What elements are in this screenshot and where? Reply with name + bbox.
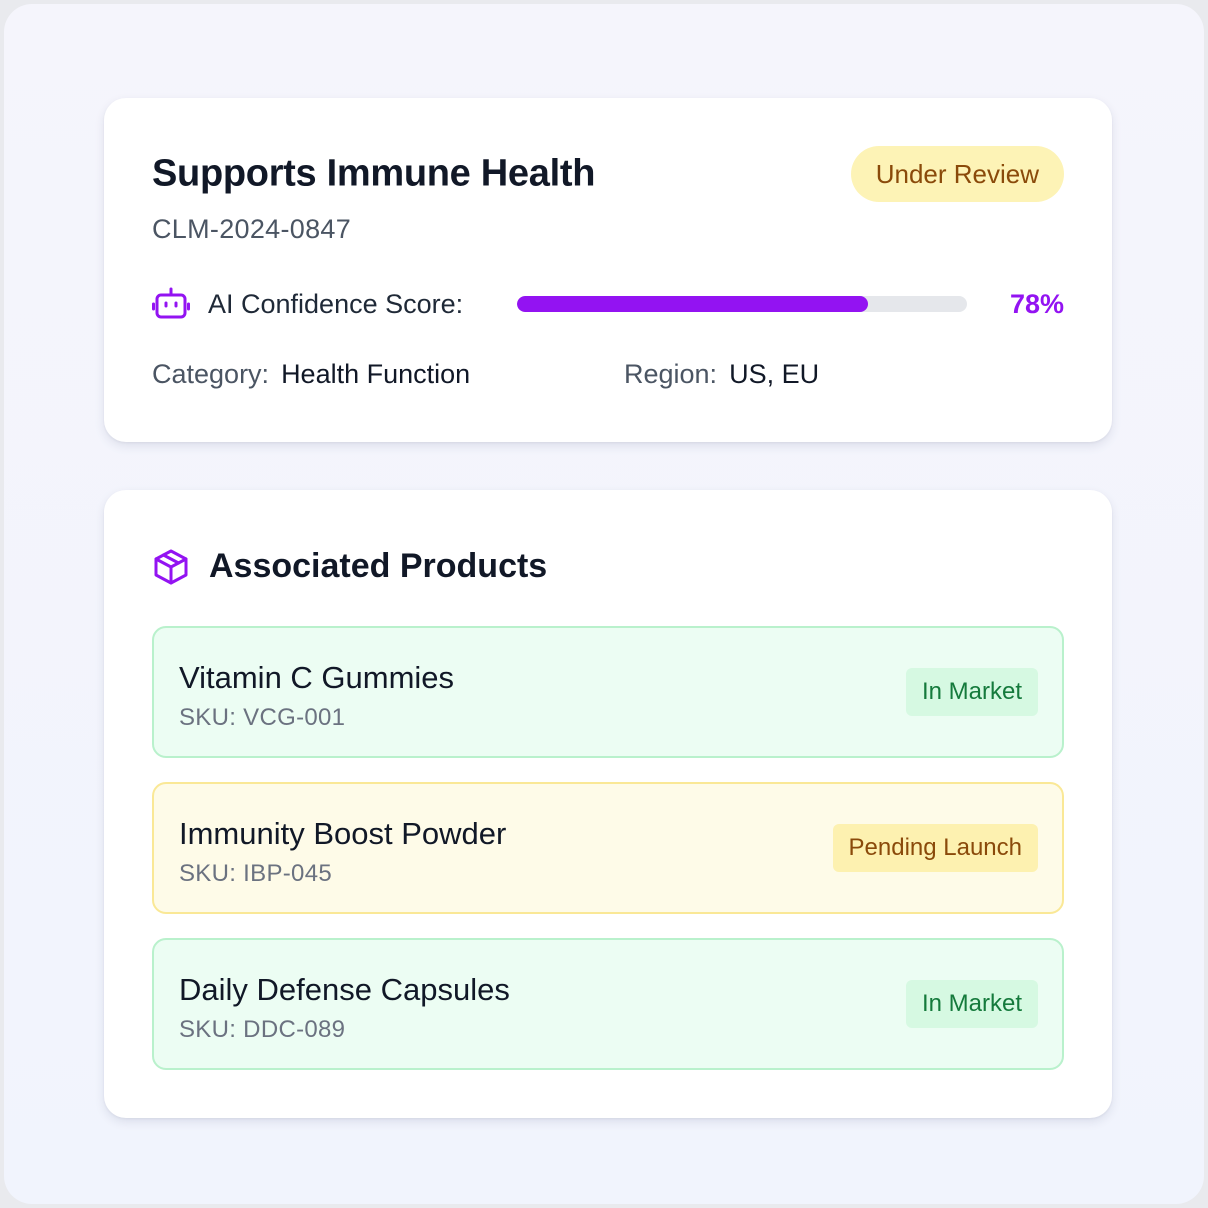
- product-sku: SKU: IBP-045: [179, 860, 333, 887]
- product-name: Vitamin C Gummies: [179, 660, 455, 695]
- region-field: Region: US, EU: [624, 354, 819, 394]
- robot-icon: [152, 287, 190, 319]
- product-card[interactable]: Daily Defense Capsules SKU: DDC-089 In M…: [152, 938, 1064, 1070]
- status-badge: Under Review: [850, 146, 1064, 202]
- product-sku: SKU: VCG-001: [179, 704, 346, 731]
- product-status-badge: In Market: [905, 980, 1038, 1028]
- confidence-label: AI Confidence Score:: [208, 289, 464, 319]
- claim-title: Supports Immune Health: [152, 152, 596, 195]
- region-label: Region:: [624, 359, 718, 389]
- package-box-icon: [154, 549, 188, 585]
- confidence-bar: [517, 296, 967, 312]
- confidence-row: AI Confidence Score: 78%: [152, 284, 1064, 324]
- product-name: Daily Defense Capsules: [179, 972, 510, 1007]
- category-value: Health Function: [281, 359, 471, 389]
- app-frame: Supports Immune Health CLM-2024-0847 Und…: [4, 4, 1204, 1204]
- product-card[interactable]: Vitamin C Gummies SKU: VCG-001 In Market: [152, 626, 1064, 758]
- category-label: Category:: [152, 359, 270, 389]
- product-card[interactable]: Immunity Boost Powder SKU: IBP-045 Pendi…: [152, 782, 1064, 914]
- claim-id: CLM-2024-0847: [152, 214, 352, 244]
- product-name: Immunity Boost Powder: [179, 816, 507, 851]
- claim-card: Supports Immune Health CLM-2024-0847 Und…: [104, 98, 1112, 442]
- section-title: Associated Products: [209, 547, 548, 585]
- region-value: US, EU: [729, 359, 820, 389]
- category-field: Category: Health Function: [152, 354, 470, 394]
- confidence-value: 78%: [1009, 289, 1064, 319]
- confidence-bar-fill: [517, 296, 868, 312]
- product-status-badge: Pending Launch: [832, 824, 1038, 872]
- product-status-badge: In Market: [905, 668, 1038, 716]
- product-sku: SKU: DDC-089: [179, 1016, 346, 1043]
- products-card: Associated Products Vitamin C Gummies SK…: [104, 490, 1112, 1118]
